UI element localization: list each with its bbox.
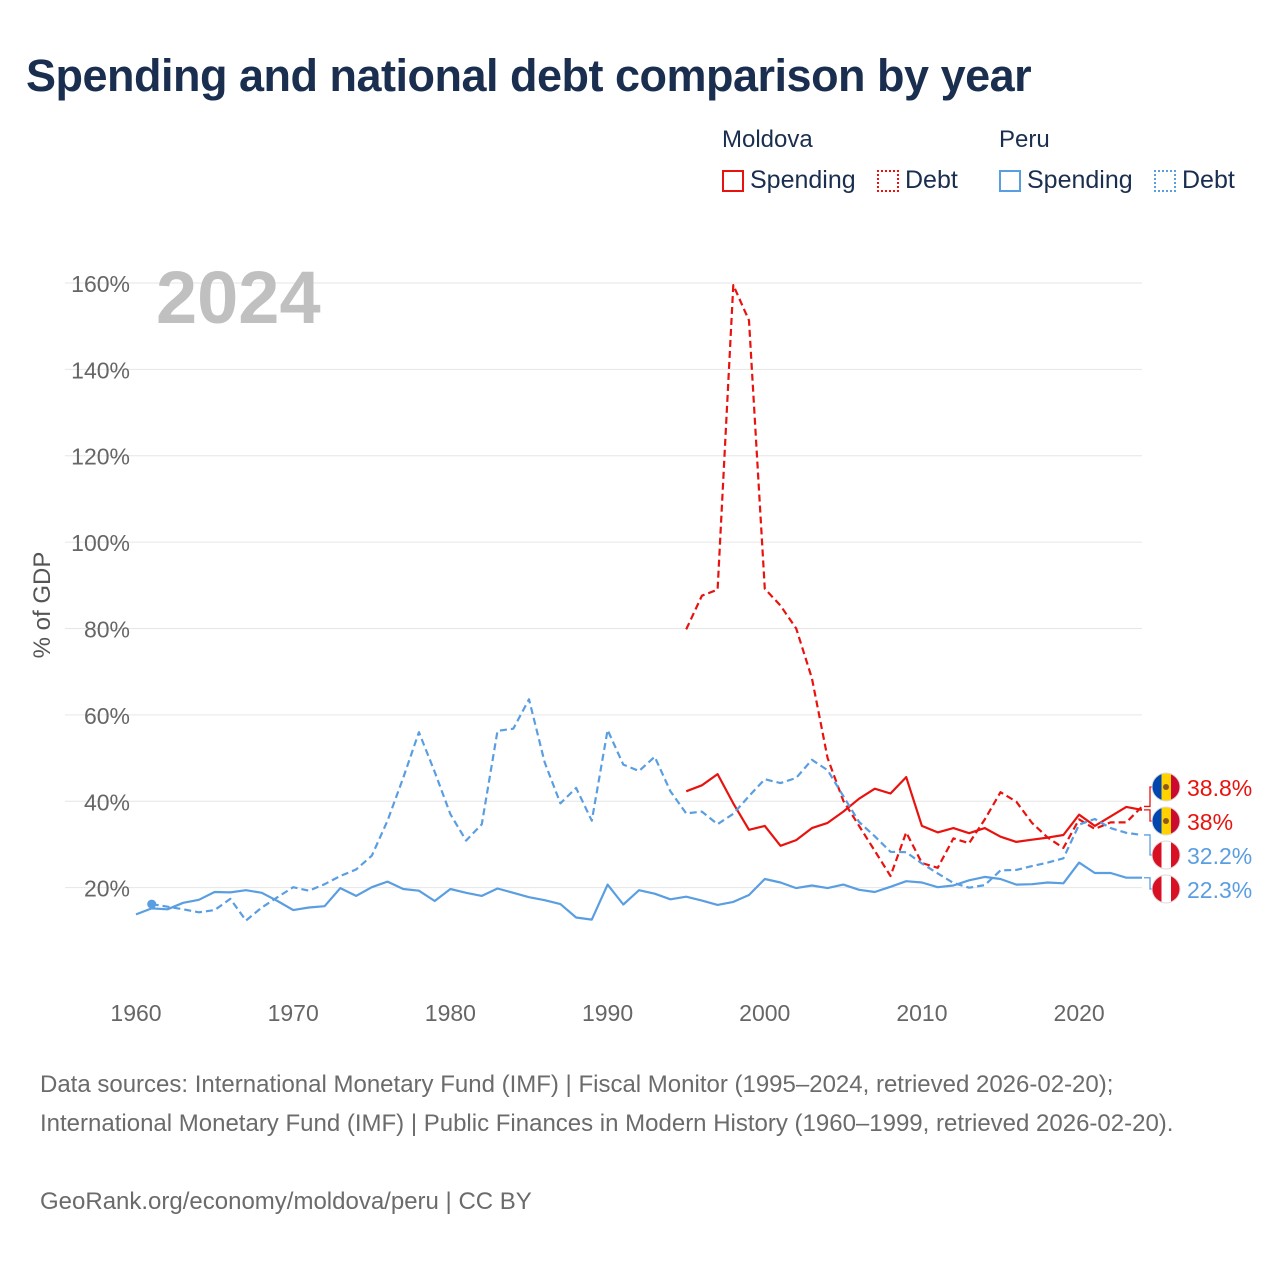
x-tick-label: 1990 — [582, 1000, 633, 1026]
legend-swatch-solid — [722, 169, 744, 192]
series-lines — [135, 284, 1143, 922]
end-label-connector — [1144, 786, 1152, 808]
peru-flag-icon — [1151, 874, 1181, 904]
data-sources: Data sources: International Monetary Fun… — [40, 1071, 1174, 1137]
legend-group-moldova: Moldova — [722, 126, 813, 153]
legend-swatch-dotted — [1154, 169, 1176, 192]
y-tick-label: 60% — [84, 703, 130, 729]
x-tick-label: 1960 — [110, 1000, 161, 1026]
x-tick-label: 2000 — [739, 1000, 790, 1026]
x-tick-label: 2020 — [1054, 1000, 1105, 1026]
gridlines — [65, 282, 1142, 889]
x-tick-label: 1980 — [425, 1000, 476, 1026]
peru-debt-line — [151, 698, 1143, 922]
legend-group-peru: Peru — [999, 126, 1050, 153]
year-watermark: 2024 — [156, 256, 321, 339]
moldova-debt-line — [685, 284, 1143, 878]
legend-label: Spending — [750, 166, 856, 194]
credit-link[interactable]: GeoRank.org/economy/moldova/peru | CC BY — [40, 1188, 532, 1215]
y-tick-label: 100% — [71, 530, 130, 556]
end-label-connector — [1144, 877, 1152, 890]
legend-moldova-spending[interactable]: Spending — [722, 166, 856, 195]
x-axis-ticks: 1960 1970 1980 1990 2000 2010 2020 — [110, 1000, 1104, 1026]
legend-label: Spending — [1027, 166, 1133, 194]
end-value-label: 38% — [1187, 809, 1233, 835]
legend-peru-spending[interactable]: Spending — [999, 166, 1133, 195]
end-value-label: 32.2% — [1187, 843, 1252, 869]
end-label-connector — [1144, 834, 1152, 856]
end-value-label: 38.8% — [1187, 775, 1252, 801]
y-tick-label: 20% — [84, 876, 130, 902]
y-tick-label: 80% — [84, 617, 130, 643]
x-tick-label: 2010 — [896, 1000, 947, 1026]
moldova-spending-line — [685, 773, 1143, 847]
chart-title: Spending and national debt comparison by… — [26, 50, 1032, 101]
y-tick-label: 40% — [84, 789, 130, 815]
legend-moldova-debt[interactable]: Debt — [877, 166, 958, 195]
peru-flag-icon — [1151, 840, 1181, 870]
end-value-label: 22.3% — [1187, 877, 1252, 903]
start-marker — [147, 899, 157, 909]
legend-swatch-dotted — [877, 169, 899, 192]
y-tick-label: 160% — [71, 271, 130, 297]
moldova-flag-icon — [1151, 772, 1181, 802]
legend-label: Debt — [905, 166, 958, 194]
moldova-flag-icon — [1151, 806, 1181, 836]
end-labels: 38.8% 38% 32.2% 22.3% — [1144, 772, 1252, 904]
y-axis-label: % of GDP — [29, 552, 56, 659]
legend-label: Debt — [1182, 166, 1235, 194]
legend-swatch-solid — [999, 169, 1021, 192]
peru-spending-line — [135, 861, 1142, 921]
x-tick-label: 1970 — [268, 1000, 319, 1026]
legend-peru-debt[interactable]: Debt — [1154, 166, 1235, 195]
y-axis-ticks: 20% 40% 60% 80% 100% 120% 140% 160% — [71, 271, 130, 902]
y-tick-label: 120% — [71, 444, 130, 470]
end-label-connector — [1144, 809, 1152, 822]
line-chart: 2024 20%40%60%80%100%120%140%160% 1960 19… — [29, 256, 1252, 1026]
y-tick-label: 140% — [71, 357, 130, 383]
